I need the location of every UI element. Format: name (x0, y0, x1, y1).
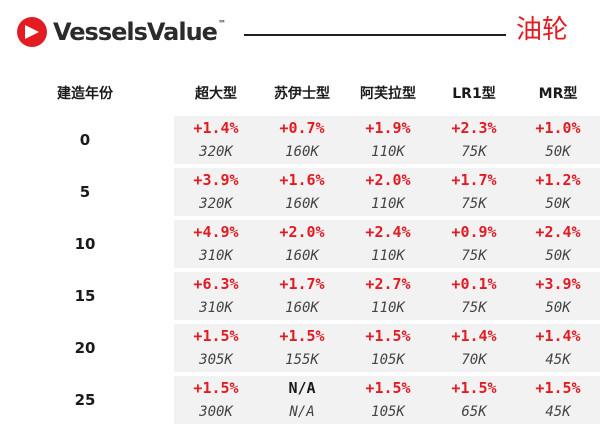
column-header: MR型 (538, 86, 578, 102)
value-cell: 110K (371, 196, 405, 212)
logo-mark-icon (17, 17, 47, 47)
value-cell: 160K (285, 300, 319, 316)
value-cell: 160K (285, 196, 319, 212)
build-year-label: 10 (74, 235, 96, 253)
change-cell: +1.2% (535, 171, 581, 189)
value-cell: 320K (199, 144, 233, 160)
value-cell: 75K (461, 196, 487, 212)
value-cell: 110K (371, 144, 405, 160)
change-cell: +4.9% (193, 223, 239, 241)
value-cell: N/A (289, 404, 315, 420)
change-cell: +1.4% (535, 327, 581, 345)
value-cell: 110K (371, 300, 405, 316)
change-cell: +1.7% (451, 171, 497, 189)
value-cell: 110K (371, 248, 405, 264)
change-cell: +1.0% (535, 119, 581, 137)
change-cell: +3.9% (193, 171, 239, 189)
table-row (174, 324, 600, 372)
change-cell: N/A (288, 379, 316, 397)
change-cell: +1.5% (193, 327, 239, 345)
value-cell: 75K (461, 248, 487, 264)
build-year-label: 25 (74, 391, 96, 409)
value-cell: 160K (285, 144, 319, 160)
change-cell: +6.3% (193, 275, 239, 293)
table-row (174, 116, 600, 164)
change-cell: +2.3% (451, 119, 497, 137)
value-cell: 75K (461, 144, 487, 160)
build-year-label: 0 (79, 131, 91, 149)
value-cell: 320K (199, 196, 233, 212)
value-cell: 305K (199, 352, 233, 368)
change-cell: +2.0% (279, 223, 325, 241)
value-cell: 50K (545, 196, 571, 212)
vesselsvalue-logo: VesselsValue ™ (17, 17, 226, 47)
value-cell: 155K (285, 352, 319, 368)
value-cell: 50K (545, 300, 571, 316)
change-cell: +1.9% (365, 119, 411, 137)
change-cell: +2.7% (365, 275, 411, 293)
build-year-label: 15 (74, 287, 96, 305)
change-cell: +1.5% (365, 379, 411, 397)
change-cell: +1.6% (279, 171, 325, 189)
table-row (174, 220, 600, 268)
change-cell: +1.5% (365, 327, 411, 345)
header: VesselsValue ™ 油轮 (0, 0, 600, 60)
value-cell: 50K (545, 144, 571, 160)
value-cell: 160K (285, 248, 319, 264)
column-header: 苏伊士型 (274, 86, 330, 102)
change-cell: +0.1% (451, 275, 497, 293)
value-cell: 105K (371, 352, 405, 368)
value-cell: 300K (199, 404, 233, 420)
change-cell: +2.4% (535, 223, 581, 241)
change-cell: +1.4% (451, 327, 497, 345)
table-row (174, 168, 600, 216)
column-header: LR1型 (452, 86, 496, 102)
change-cell: +0.7% (279, 119, 325, 137)
change-cell: +1.5% (193, 379, 239, 397)
change-cell: +2.4% (365, 223, 411, 241)
change-cell: +1.5% (279, 327, 325, 345)
value-cell: 45K (545, 352, 571, 368)
build-year-header: 建造年份 (57, 86, 113, 102)
change-cell: +2.0% (365, 171, 411, 189)
change-cell: +1.7% (279, 275, 325, 293)
value-cell: 50K (545, 248, 571, 264)
header-divider (244, 34, 506, 36)
table-row (174, 376, 600, 424)
logo-trademark: ™ (217, 19, 226, 28)
change-cell: +3.9% (535, 275, 581, 293)
value-cell: 310K (199, 300, 233, 316)
change-cell: +1.5% (535, 379, 581, 397)
value-cell: 310K (199, 248, 233, 264)
build-year-label: 5 (79, 183, 91, 201)
column-header: 阿芙拉型 (360, 86, 416, 102)
change-cell: +1.5% (451, 379, 497, 397)
value-cell: 105K (371, 404, 405, 420)
column-header: 超大型 (195, 86, 237, 102)
value-cell: 70K (461, 352, 487, 368)
value-cell: 45K (545, 404, 571, 420)
value-cell: 65K (461, 404, 487, 420)
table-row (174, 272, 600, 320)
logo-text: VesselsValue (53, 18, 218, 46)
change-cell: +1.4% (193, 119, 239, 137)
page-title: 油轮 (516, 15, 569, 45)
change-cell: +0.9% (451, 223, 497, 241)
value-cell: 75K (461, 300, 487, 316)
build-year-label: 20 (74, 339, 96, 357)
